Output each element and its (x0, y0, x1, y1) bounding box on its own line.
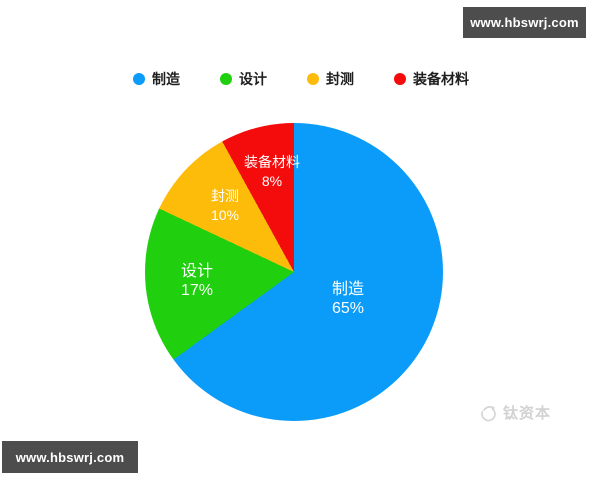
pie-slice-name: 设计 (180, 263, 213, 280)
legend-dot-icon (220, 73, 232, 85)
legend-item-label: 封测 (326, 71, 354, 87)
pie-chart (145, 123, 443, 421)
pie-slice-name: 装备材料 (244, 154, 300, 170)
legend-item-label: 制造 (152, 71, 180, 87)
pie-slice-value: 65% (331, 300, 365, 317)
pie-slice-label: 封测 10% (211, 187, 239, 225)
pie-slice-name: 封测 (211, 188, 239, 204)
pie-slice-value: 8% (261, 173, 283, 189)
pie-slice-label: 制造 65% (332, 280, 364, 318)
legend-dot-icon (133, 73, 145, 85)
pie-slice-name: 制造 (331, 281, 364, 298)
legend-dot-icon (394, 73, 406, 85)
site-banner-top: www.hbswrj.com (463, 7, 586, 38)
legend-item-label: 设计 (239, 71, 267, 87)
site-banner-bottom-text: www.hbswrj.com (15, 449, 125, 465)
legend-dot-icon (307, 73, 319, 85)
site-banner-bottom: www.hbswrj.com (2, 441, 138, 473)
brand-text: 钛资本 (503, 405, 552, 422)
legend-item-equipment-materials: 装备材料 (394, 72, 469, 86)
legend-item-manufacturing: 制造 (133, 72, 180, 86)
chart-legend: 制造 设计 封测 装备材料 (133, 72, 469, 86)
pie-slice-value: 17% (180, 282, 214, 299)
legend-item-label: 装备材料 (413, 71, 469, 87)
brand-watermark: 钛资本 (479, 404, 551, 423)
pie-slice-value: 10% (210, 207, 240, 223)
legend-item-packaging-testing: 封测 (307, 72, 354, 86)
legend-item-design: 设计 (220, 72, 267, 86)
pie-slice-label: 装备材料 8% (244, 153, 300, 191)
pie-slice-label: 设计 17% (181, 262, 213, 300)
swirl-logo-icon (479, 404, 498, 423)
site-banner-top-text: www.hbswrj.com (470, 15, 579, 30)
